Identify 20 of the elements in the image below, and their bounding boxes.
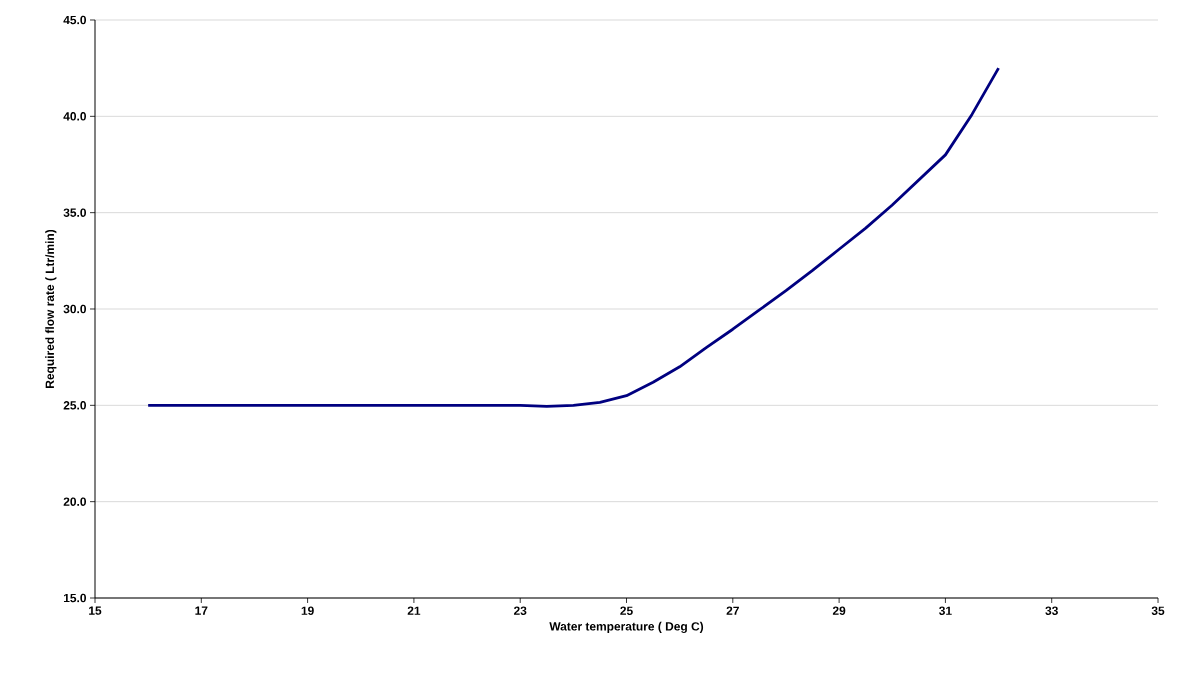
x-tick-label: 23 [513, 606, 527, 615]
x-tick-label: 33 [1045, 606, 1058, 615]
y-tick-label: 40.0 [63, 112, 86, 121]
x-tick-label: 25 [620, 606, 633, 615]
y-tick-label: 45.0 [63, 15, 86, 25]
x-axis-title: Water temperature ( Deg C) [549, 621, 704, 634]
y-tick-label: 30.0 [63, 304, 86, 314]
x-tick-label: 15 [89, 606, 102, 615]
x-tick-label: 19 [301, 606, 314, 615]
x-tick-label: 31 [939, 606, 952, 615]
x-tick-label: 35 [1151, 606, 1165, 615]
x-tick-label: 27 [726, 606, 739, 615]
y-tick-label: 15.0 [63, 593, 86, 603]
y-axis-title: Required flow rate ( Ltr/min) [45, 229, 57, 388]
x-tick-label: 17 [195, 606, 208, 615]
y-tick-label: 25.0 [63, 401, 86, 410]
y-tick-label: 20.0 [63, 497, 86, 506]
x-tick-label: 29 [832, 606, 846, 615]
x-tick-label: 21 [407, 606, 421, 615]
y-tick-label: 35.0 [63, 208, 86, 217]
